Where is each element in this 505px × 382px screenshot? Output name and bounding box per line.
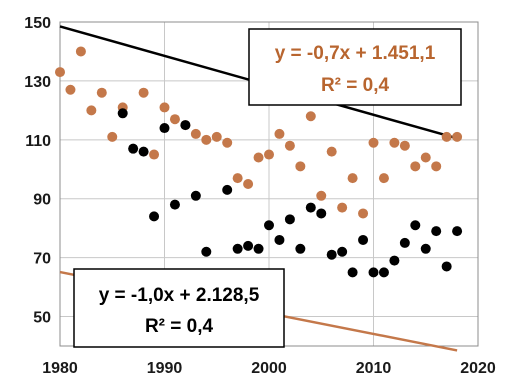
point-series-0-16 (232, 173, 243, 184)
equation-brown: y = -0,7x + 1.451,1 (275, 43, 436, 64)
point-series-0-32 (399, 140, 410, 151)
y-tick-label-50: 50 (33, 310, 51, 327)
y-tick-label-150: 150 (24, 15, 51, 32)
x-tick-label-2000: 2000 (251, 360, 287, 377)
point-series-1-19 (326, 249, 337, 260)
point-series-1-2 (138, 146, 149, 157)
point-series-0-19 (264, 149, 274, 160)
point-series-1-1 (128, 143, 139, 154)
point-series-1-20 (337, 246, 348, 257)
point-series-0-4 (96, 87, 107, 98)
point-series-0-34 (420, 152, 431, 163)
point-series-0-23 (305, 111, 316, 122)
point-series-0-30 (378, 173, 389, 184)
point-series-1-0 (117, 108, 128, 119)
point-series-0-13 (201, 134, 212, 145)
y-tick-label-110: 110 (25, 133, 51, 150)
x-tick-label-1990: 1990 (147, 360, 183, 377)
y-tick-label-70: 70 (33, 251, 51, 268)
point-series-0-36 (441, 131, 452, 142)
point-series-0-26 (337, 202, 348, 213)
point-series-1-23 (368, 267, 379, 278)
x-tick-label-2020: 2020 (460, 360, 496, 377)
point-series-1-22 (358, 234, 369, 245)
point-series-1-21 (347, 267, 358, 278)
y-tick-label-130: 130 (24, 74, 51, 91)
point-series-0-8 (149, 149, 160, 160)
equation-boxes: y = -0,7x + 1.451,1 R² = 0,4 y = -1,0x +… (73, 28, 462, 348)
point-series-0-22 (295, 161, 306, 172)
point-series-0-15 (222, 137, 233, 148)
point-series-0-20 (274, 128, 285, 139)
point-series-1-9 (222, 184, 233, 195)
point-series-1-18 (316, 208, 327, 219)
point-series-1-6 (180, 120, 191, 131)
equation-black: y = -1,0x + 2.128,5 (99, 285, 260, 306)
point-series-1-3 (149, 211, 160, 222)
point-series-0-37 (452, 131, 463, 142)
data-points (55, 46, 463, 278)
point-series-1-26 (399, 237, 410, 248)
point-series-0-3 (86, 105, 97, 116)
point-series-1-8 (201, 246, 212, 257)
point-series-0-28 (358, 208, 369, 219)
point-series-1-12 (253, 243, 264, 254)
point-series-1-17 (305, 202, 316, 213)
y-tick-label-90: 90 (33, 192, 51, 209)
point-series-1-29 (431, 226, 442, 237)
point-series-0-29 (368, 137, 379, 148)
point-series-0-33 (410, 161, 421, 172)
tick-labels: 1980 1990 2000 2010 2020 50 70 90 110 130 150 (24, 15, 496, 377)
point-series-1-10 (232, 243, 243, 254)
equation-box-brown: y = -0,7x + 1.451,1 R² = 0,4 (248, 28, 462, 106)
point-series-1-13 (264, 220, 274, 231)
point-series-0-35 (431, 161, 442, 172)
x-tick-label-2010: 2010 (356, 360, 392, 377)
point-series-0-2 (75, 46, 86, 57)
r-squared-brown: R² = 0,4 (321, 75, 390, 96)
point-series-0-9 (159, 102, 170, 113)
point-series-1-16 (295, 243, 306, 254)
point-series-1-14 (274, 234, 285, 245)
point-series-0-12 (190, 128, 201, 139)
point-series-1-28 (420, 243, 431, 254)
point-series-1-27 (410, 220, 421, 231)
equation-box-black: y = -1,0x + 2.128,5 R² = 0,4 (73, 268, 285, 348)
point-series-0-24 (316, 190, 327, 201)
x-tick-label-1980: 1980 (42, 360, 78, 377)
point-series-0-1 (65, 84, 76, 95)
point-series-1-30 (441, 261, 452, 272)
point-series-1-11 (243, 240, 254, 251)
point-series-0-27 (347, 173, 358, 184)
point-series-1-7 (190, 190, 201, 201)
point-series-0-31 (389, 137, 400, 148)
point-series-1-4 (159, 123, 170, 134)
point-series-0-25 (326, 146, 337, 157)
point-series-1-15 (284, 214, 295, 225)
point-series-0-14 (211, 131, 222, 142)
r-squared-black: R² = 0,4 (145, 316, 214, 337)
point-series-0-17 (243, 179, 254, 189)
point-series-0-18 (253, 152, 264, 163)
point-series-0-0 (55, 67, 65, 78)
point-series-0-21 (284, 140, 295, 151)
point-series-0-7 (138, 87, 149, 98)
point-series-1-24 (378, 267, 389, 278)
point-series-1-25 (389, 255, 400, 266)
point-series-0-10 (169, 114, 180, 125)
point-series-1-31 (452, 226, 463, 237)
point-series-0-5 (107, 131, 118, 142)
point-series-1-5 (169, 199, 180, 210)
